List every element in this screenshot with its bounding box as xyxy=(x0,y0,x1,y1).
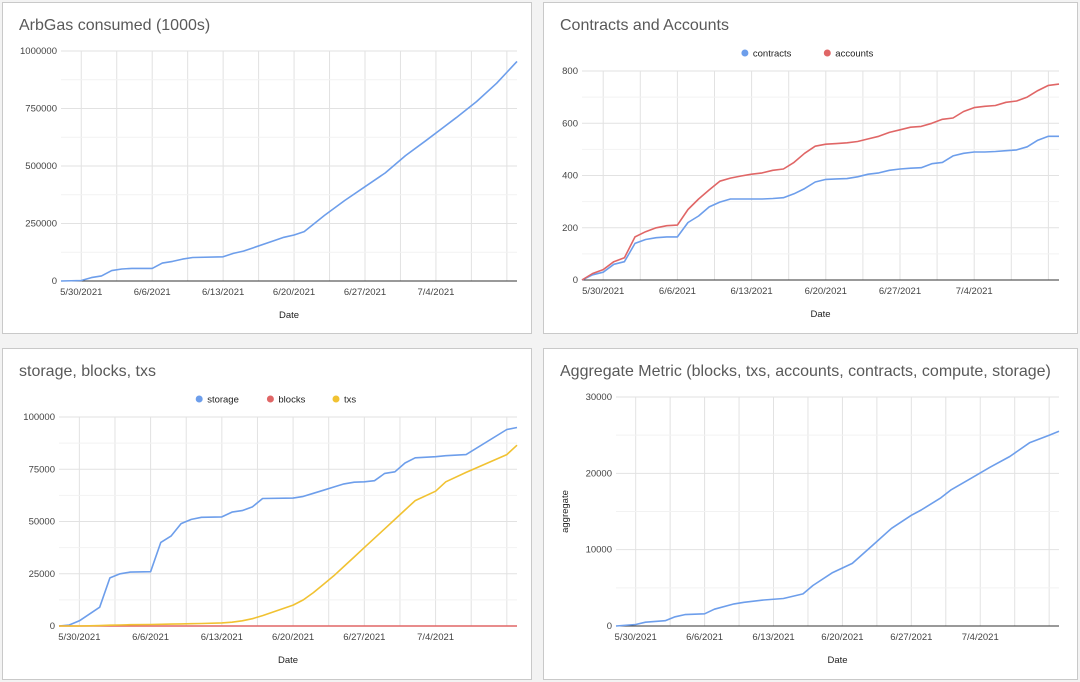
y-tick-label: 500000 xyxy=(25,161,57,172)
y-tick-label: 0 xyxy=(573,275,578,286)
x-tick-label: 6/6/2021 xyxy=(132,632,169,643)
grid xyxy=(61,50,517,282)
y-tick-label: 10000 xyxy=(586,545,612,556)
series-line-contracts xyxy=(581,135,1059,281)
y-tick-label: 1000000 xyxy=(20,46,57,57)
chart-aggregate: 0 10000 20000 30000 5/30/2021 6/6/2021 6/13/20… xyxy=(560,392,1060,666)
legend-swatch xyxy=(195,395,203,403)
x-tick-label: 6/13/2021 xyxy=(202,287,244,298)
y-tick-label: 75000 xyxy=(29,464,55,475)
y-tick-label: 30000 xyxy=(586,392,612,403)
x-tick-label: 6/13/2021 xyxy=(730,286,772,297)
x-axis-label: Date xyxy=(827,655,847,666)
legend-swatch xyxy=(741,49,749,57)
y-tick-label: 20000 xyxy=(586,468,612,479)
y-tick-label: 50000 xyxy=(29,517,55,528)
chart-panel-contracts-accounts: Contracts and Accounts 0 200 400 600 800 5/30… xyxy=(543,2,1078,334)
x-tick-label: 6/27/2021 xyxy=(890,632,932,643)
x-tick-label: 6/20/2021 xyxy=(273,287,315,298)
grid xyxy=(616,396,1059,627)
y-tick-label: 0 xyxy=(50,621,55,632)
x-tick-label: 6/27/2021 xyxy=(343,632,385,643)
x-axis-label: Date xyxy=(278,655,298,666)
y-tick-label: 200 xyxy=(562,223,578,234)
grid xyxy=(59,416,517,627)
y-tick-label: 600 xyxy=(562,118,578,129)
x-tick-label: 5/30/2021 xyxy=(582,286,624,297)
y-tick-label: 100000 xyxy=(23,412,55,423)
x-tick-label: 5/30/2021 xyxy=(60,287,102,298)
chart-title: ArbGas consumed (1000s) xyxy=(19,17,211,34)
legend-swatch xyxy=(823,49,831,57)
series-line xyxy=(615,430,1060,627)
y-tick-label: 800 xyxy=(562,66,578,77)
y-tick-label: 25000 xyxy=(29,569,55,580)
x-tick-label: 5/30/2021 xyxy=(615,632,657,643)
chart-panel-storage-blocks-txs: storage, blocks, txs 0 25000 50000 75000 100… xyxy=(2,348,532,680)
x-tick-label: 6/20/2021 xyxy=(821,632,863,643)
x-tick-label: 6/13/2021 xyxy=(201,632,243,643)
chart-arbgas: 0 250000 500000 750000 1000000 5/30/2021 6/6/2… xyxy=(20,46,518,321)
chart-contracts-accounts: 0 200 400 600 800 5/30/2021 6/6/2021 6/13/2021 6… xyxy=(562,49,1060,320)
chart-title: Aggregate Metric (blocks, txs, accounts,… xyxy=(560,363,1051,380)
legend-swatch xyxy=(266,395,274,403)
series-line xyxy=(60,60,518,282)
legend-label: storage xyxy=(207,395,239,406)
y-tick-label: 400 xyxy=(562,171,578,182)
x-tick-label: 6/27/2021 xyxy=(879,286,921,297)
x-tick-label: 5/30/2021 xyxy=(58,632,100,643)
legend-label: contracts xyxy=(753,49,792,60)
y-tick-label: 0 xyxy=(52,276,57,287)
legend-label: accounts xyxy=(835,49,873,60)
y-tick-label: 750000 xyxy=(25,104,57,115)
x-axis-label: Date xyxy=(279,310,299,321)
x-axis-label: Date xyxy=(810,309,830,320)
series-line-storage xyxy=(58,426,518,627)
legend-swatch xyxy=(332,395,340,403)
x-tick-label: 6/6/2021 xyxy=(134,287,171,298)
chart-title: storage, blocks, txs xyxy=(19,363,156,380)
y-axis-label: aggregate xyxy=(560,490,571,533)
grid xyxy=(582,70,1059,281)
x-tick-label: 6/20/2021 xyxy=(805,286,847,297)
y-tick-label: 0 xyxy=(607,621,612,632)
legend-label: blocks xyxy=(278,395,305,406)
y-tick-label: 250000 xyxy=(25,219,57,230)
x-tick-label: 6/27/2021 xyxy=(344,287,386,298)
x-tick-label: 6/20/2021 xyxy=(272,632,314,643)
series-line-txs xyxy=(59,444,518,627)
x-tick-label: 6/6/2021 xyxy=(659,286,696,297)
chart-storage-blocks-txs: 0 25000 50000 75000 100000 5/30/2021 6/6/2021 6… xyxy=(23,395,518,666)
legend-label: txs xyxy=(344,395,356,406)
legend: storage blocks txs xyxy=(195,395,356,406)
x-tick-label: 7/4/2021 xyxy=(962,632,999,643)
legend: contracts accounts xyxy=(741,49,874,60)
chart-title: Contracts and Accounts xyxy=(560,17,729,34)
x-tick-label: 7/4/2021 xyxy=(417,287,454,298)
x-tick-label: 7/4/2021 xyxy=(956,286,993,297)
x-tick-label: 6/13/2021 xyxy=(752,632,794,643)
x-tick-label: 6/6/2021 xyxy=(686,632,723,643)
series-line-accounts xyxy=(581,83,1060,281)
x-tick-label: 7/4/2021 xyxy=(417,632,454,643)
chart-panel-arbgas: ArbGas consumed (1000s) 0 250000 500000 750… xyxy=(2,2,532,334)
chart-panel-aggregate: Aggregate Metric (blocks, txs, accounts,… xyxy=(543,348,1078,680)
